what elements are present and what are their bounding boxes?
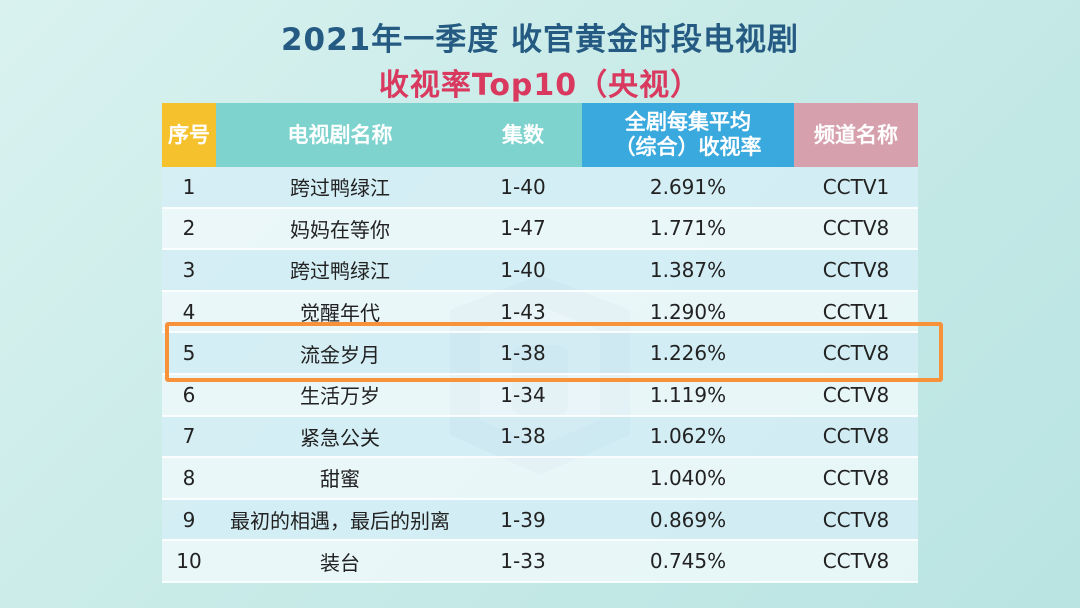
row-episodes: 1-39: [464, 498, 582, 542]
row-channel: CCTV1: [794, 167, 918, 209]
row-name: 跨过鸭绿江: [216, 167, 464, 209]
row-index: 6: [162, 373, 216, 417]
row-channel: CCTV8: [794, 332, 918, 375]
page-title: 2021年一季度 收官黄金时段电视剧: [280, 22, 800, 58]
row-channel: CCTV8: [794, 498, 918, 542]
table-row: 9 最初的相遇，最后的别离 1-39 0.869% CCTV8: [162, 498, 918, 542]
row-index: 2: [162, 207, 216, 251]
row-episodes: 1-40: [464, 167, 582, 209]
row-episodes: 1-33: [464, 540, 582, 583]
row-rate: 1.062%: [582, 415, 794, 459]
row-index: 4: [162, 290, 216, 334]
table-row: 4 觉醒年代 1-43 1.290% CCTV1: [162, 290, 918, 334]
row-rate: 2.691%: [582, 167, 794, 209]
header-name: 电视剧名称: [216, 103, 464, 167]
header-rate-line2: （综合）收视率: [614, 135, 762, 159]
row-rate: 0.869%: [582, 498, 794, 542]
header-rate: 全剧每集平均 （综合）收视率: [582, 103, 794, 167]
page-subtitle: 收视率Top10（央视）: [378, 68, 702, 103]
row-name: 流金岁月: [216, 332, 464, 375]
row-channel: CCTV8: [794, 415, 918, 459]
row-name: 妈妈在等你: [216, 207, 464, 251]
row-episodes: 1-40: [464, 249, 582, 292]
row-rate: 1.290%: [582, 290, 794, 334]
table-row: 3 跨过鸭绿江 1-40 1.387% CCTV8: [162, 249, 918, 292]
table-row: 8 甜蜜 1.040% CCTV8: [162, 457, 918, 500]
row-name: 生活万岁: [216, 373, 464, 417]
row-channel: CCTV8: [794, 207, 918, 251]
row-rate: 1.040%: [582, 457, 794, 500]
row-name: 觉醒年代: [216, 290, 464, 334]
table-row: 6 生活万岁 1-34 1.119% CCTV8: [162, 373, 918, 417]
row-episodes: 1-34: [464, 373, 582, 417]
row-channel: CCTV1: [794, 290, 918, 334]
row-name: 甜蜜: [216, 457, 464, 500]
row-rate: 1.771%: [582, 207, 794, 251]
table-row: 2 妈妈在等你 1-47 1.771% CCTV8: [162, 207, 918, 251]
row-index: 8: [162, 457, 216, 500]
row-name: 最初的相遇，最后的别离: [216, 498, 464, 542]
row-index: 1: [162, 167, 216, 209]
row-channel: CCTV8: [794, 540, 918, 583]
row-episodes: [464, 457, 582, 500]
header-rate-line1: 全剧每集平均: [625, 110, 751, 134]
row-name: 紧急公关: [216, 415, 464, 459]
row-index: 9: [162, 498, 216, 542]
table-row: 7 紧急公关 1-38 1.062% CCTV8: [162, 415, 918, 459]
row-rate: 1.119%: [582, 373, 794, 417]
row-episodes: 1-38: [464, 415, 582, 459]
row-rate: 0.745%: [582, 540, 794, 583]
header-channel: 频道名称: [794, 103, 918, 167]
row-channel: CCTV8: [794, 249, 918, 292]
row-name: 装台: [216, 540, 464, 583]
table-header-row: 序号 电视剧名称 集数 全剧每集平均 （综合）收视率 频道名称: [162, 103, 918, 167]
table-row: 10 装台 1-33 0.745% CCTV8: [162, 540, 918, 583]
row-index: 7: [162, 415, 216, 459]
row-rate: 1.226%: [582, 332, 794, 375]
row-rate: 1.387%: [582, 249, 794, 292]
row-episodes: 1-43: [464, 290, 582, 334]
row-channel: CCTV8: [794, 373, 918, 417]
row-episodes: 1-38: [464, 332, 582, 375]
ratings-table: 序号 电视剧名称 集数 全剧每集平均 （综合）收视率 频道名称 1 跨过鸭绿江 …: [162, 103, 918, 583]
row-channel: CCTV8: [794, 457, 918, 500]
row-episodes: 1-47: [464, 207, 582, 251]
row-index: 10: [162, 540, 216, 583]
header-index: 序号: [162, 103, 216, 167]
table-row-highlighted: 5 流金岁月 1-38 1.226% CCTV8: [162, 332, 918, 375]
header-episodes: 集数: [464, 103, 582, 167]
table-row: 1 跨过鸭绿江 1-40 2.691% CCTV1: [162, 167, 918, 209]
row-index: 3: [162, 249, 216, 292]
row-name: 跨过鸭绿江: [216, 249, 464, 292]
row-index: 5: [162, 332, 216, 375]
